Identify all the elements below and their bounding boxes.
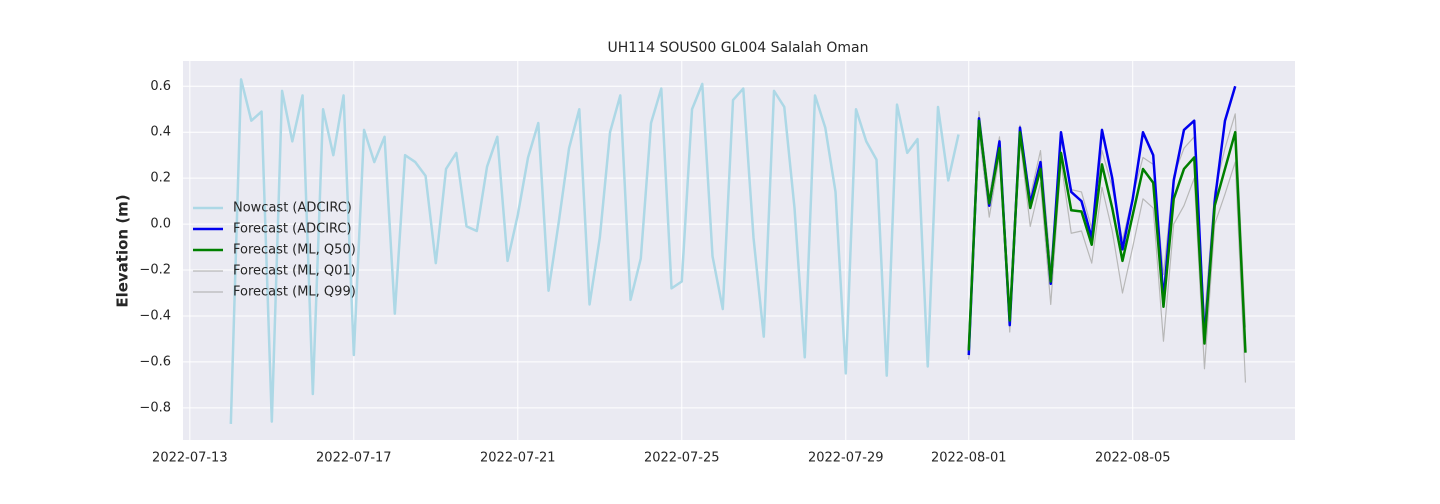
y-tick-label: −0.8 bbox=[139, 400, 171, 415]
y-tick-label: −0.6 bbox=[139, 354, 171, 369]
y-tick-label: −0.2 bbox=[139, 263, 171, 278]
series-line bbox=[967, 119, 1247, 353]
x-tick-label: 2022-07-29 bbox=[808, 451, 884, 466]
grid bbox=[183, 61, 1295, 440]
legend-label: Forecast (ML, Q50) bbox=[233, 243, 356, 258]
x-tick-label: 2022-07-17 bbox=[316, 451, 392, 466]
chart-title: UH114 SOUS00 GL004 Salalah Oman bbox=[608, 40, 869, 56]
legend-label: Nowcast (ADCIRC) bbox=[233, 201, 352, 216]
legend-label: Forecast (ML, Q01) bbox=[233, 264, 356, 279]
x-tick-label: 2022-07-25 bbox=[644, 451, 720, 466]
lines bbox=[229, 78, 1247, 424]
plot-area bbox=[183, 61, 1295, 440]
y-axis-label: Elevation (m) bbox=[114, 194, 132, 307]
legend-label: Forecast (ML, Q99) bbox=[233, 285, 356, 300]
y-tick-label: 0.6 bbox=[150, 79, 171, 94]
x-tick-label: 2022-07-13 bbox=[152, 451, 228, 466]
legend-label: Forecast (ADCIRC) bbox=[233, 222, 352, 237]
x-tick-label: 2022-07-21 bbox=[480, 451, 556, 466]
series-line bbox=[229, 78, 960, 424]
y-tick-label: 0.2 bbox=[150, 171, 171, 186]
y-tick-label: 0.4 bbox=[150, 125, 171, 140]
x-tick-label: 2022-08-05 bbox=[1095, 451, 1171, 466]
x-tick-label: 2022-08-01 bbox=[931, 451, 1007, 466]
y-tick-label: −0.4 bbox=[139, 308, 171, 323]
y-tick-label: 0.0 bbox=[150, 217, 171, 232]
legend: Nowcast (ADCIRC) Forecast (ADCIRC) Forecas… bbox=[193, 201, 356, 300]
